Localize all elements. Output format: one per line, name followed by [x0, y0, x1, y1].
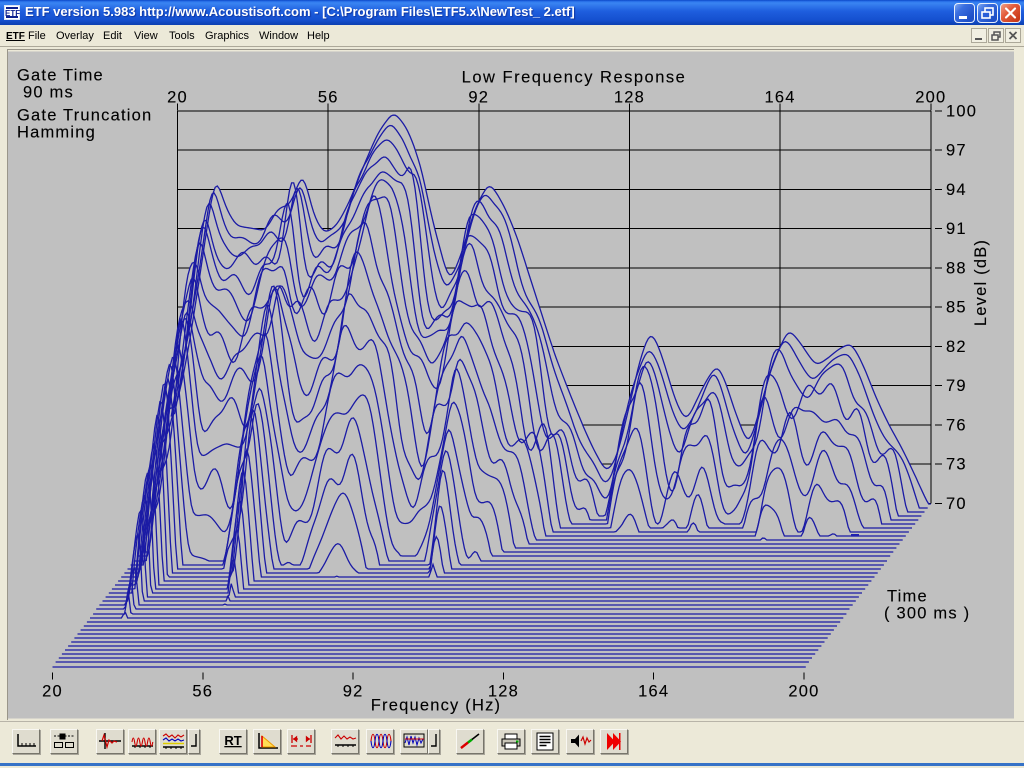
svg-text:92: 92 — [343, 683, 364, 701]
svg-text:91: 91 — [946, 220, 967, 238]
svg-text:Frequency (Hz): Frequency (Hz) — [371, 697, 502, 715]
svg-text:128: 128 — [488, 683, 519, 701]
svg-text:Hamming: Hamming — [17, 124, 96, 142]
svg-text:20: 20 — [167, 89, 188, 107]
svg-text:164: 164 — [765, 89, 796, 107]
svg-text:92: 92 — [468, 89, 489, 107]
svg-text:82: 82 — [946, 338, 967, 356]
svg-text:100: 100 — [946, 102, 977, 120]
svg-text:Time: Time — [887, 588, 928, 606]
svg-text:56: 56 — [192, 683, 213, 701]
svg-text:Level (dB): Level (dB) — [972, 239, 990, 326]
svg-text:20: 20 — [42, 683, 63, 701]
svg-text:56: 56 — [318, 89, 339, 107]
svg-text:128: 128 — [614, 89, 645, 107]
svg-text:76: 76 — [946, 417, 967, 435]
svg-text:RT: RT — [224, 733, 241, 748]
svg-text:200: 200 — [788, 683, 819, 701]
svg-text:( 300 ms ): ( 300 ms ) — [884, 605, 970, 623]
svg-text:73: 73 — [946, 456, 967, 474]
svg-text:Gate Time: Gate Time — [17, 67, 104, 85]
svg-text:94: 94 — [946, 181, 967, 199]
svg-text:97: 97 — [946, 142, 967, 160]
svg-text:79: 79 — [946, 377, 967, 395]
svg-text:90 ms: 90 ms — [23, 84, 74, 102]
svg-text:200: 200 — [915, 89, 946, 107]
svg-text:Low Frequency Response: Low Frequency Response — [462, 69, 687, 87]
svg-text:Gate Truncation: Gate Truncation — [17, 107, 152, 125]
svg-text:164: 164 — [638, 683, 669, 701]
svg-text:85: 85 — [946, 299, 967, 317]
svg-text:70: 70 — [946, 495, 967, 513]
svg-text:88: 88 — [946, 259, 967, 277]
